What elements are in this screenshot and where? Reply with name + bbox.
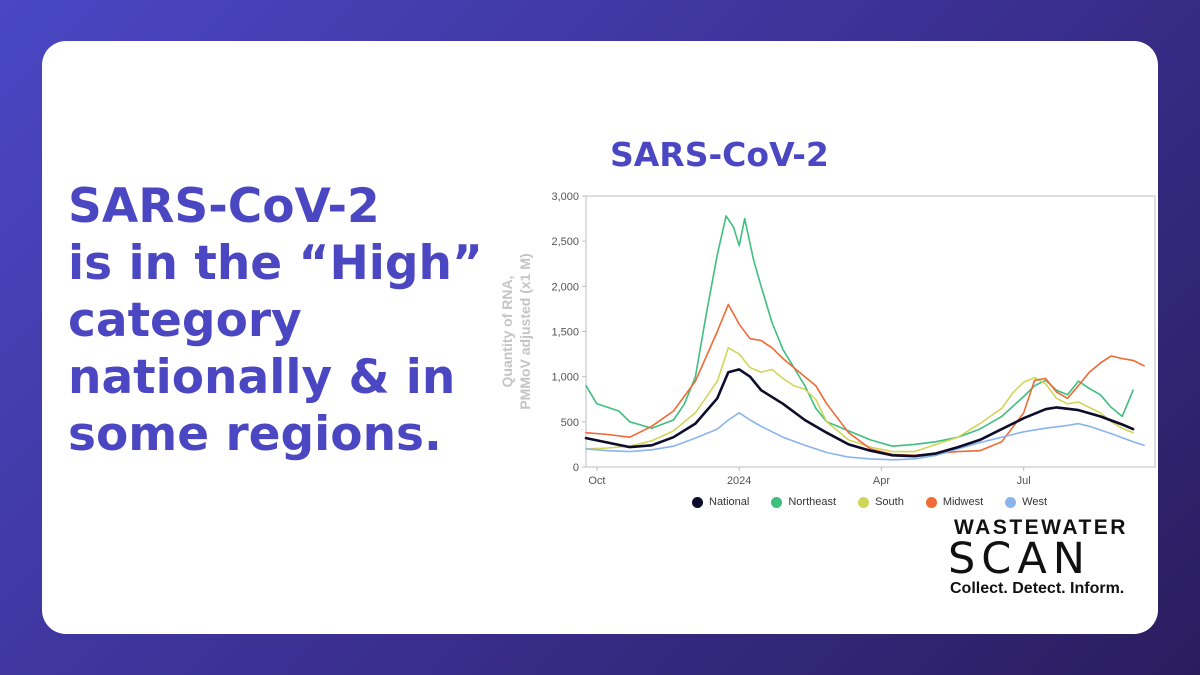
x-tick-label: Oct bbox=[588, 475, 605, 486]
series-line-west bbox=[585, 412, 1145, 461]
x-tick-label: Jul bbox=[1017, 475, 1031, 486]
series-line-south bbox=[585, 347, 1134, 453]
logo-tagline: Collect. Detect. Inform. bbox=[950, 580, 1125, 597]
series-line-national bbox=[584, 368, 1135, 458]
axes: 0 500 1,000 1,500 2,000 2,500 3,000 Oct 2024 Apr J… bbox=[499, 191, 1156, 486]
y-tick-label: 2,000 bbox=[551, 281, 579, 293]
headline: SARS-CoV-2 is in the “High” category nat… bbox=[68, 178, 488, 463]
legend-item-west: West bbox=[1005, 496, 1047, 508]
legend-item-midwest: Midwest bbox=[925, 496, 984, 508]
headline-line: nationally & in bbox=[68, 350, 456, 405]
chart-title: SARS-CoV-2 bbox=[610, 135, 829, 174]
legend-label: Midwest bbox=[942, 496, 984, 508]
y-tick-label: 2,500 bbox=[551, 236, 579, 248]
legend-item-northeast: Northeast bbox=[771, 496, 836, 508]
x-tick-label: Apr bbox=[873, 475, 890, 486]
headline-line: SARS-CoV-2 bbox=[68, 179, 380, 234]
legend-swatch bbox=[771, 496, 783, 508]
headline-line: some regions. bbox=[68, 407, 442, 462]
chart-legend: National Northeast South Midwest West bbox=[692, 496, 1047, 508]
y-tick-label: 1,500 bbox=[551, 327, 579, 339]
legend-swatch bbox=[1005, 496, 1017, 508]
wastewater-scan-logo: WASTEWATER SCAN Collect. Detect. Inform. bbox=[948, 517, 1138, 599]
logo-line-2: SCAN bbox=[948, 534, 1091, 584]
x-tick-label: 2024 bbox=[727, 475, 751, 486]
y-tick-label: 3,000 bbox=[551, 191, 579, 203]
plot-frame bbox=[585, 195, 1156, 468]
headline-line: category bbox=[68, 293, 302, 348]
y-axis-label-line: PMMoV adjusted (x1 M) bbox=[517, 253, 533, 409]
content-card bbox=[42, 41, 1158, 634]
legend-label: South bbox=[875, 496, 904, 508]
y-tick-label: 0 bbox=[573, 462, 579, 474]
legend-item-national: National bbox=[692, 496, 749, 508]
legend-item-south: South bbox=[858, 496, 904, 508]
logo-line-1: WASTEWATER bbox=[954, 516, 1128, 539]
y-axis-label-line: Quantity of RNA, bbox=[499, 276, 515, 388]
legend-label: Northeast bbox=[788, 496, 837, 508]
headline-line: is in the “High” bbox=[68, 236, 483, 291]
y-tick-label: 500 bbox=[561, 417, 579, 429]
legend-swatch bbox=[925, 496, 937, 508]
series-line-midwest bbox=[585, 303, 1145, 457]
series-lines bbox=[584, 215, 1145, 461]
y-tick-label: 1,000 bbox=[551, 372, 579, 384]
y-axis-label: Quantity of RNA, PMMoV adjusted (x1 M) bbox=[499, 253, 533, 409]
line-chart: 0 500 1,000 1,500 2,000 2,500 3,000 Oct 2024 Apr J… bbox=[499, 191, 1156, 486]
legend-swatch bbox=[692, 496, 703, 508]
legend-swatch bbox=[858, 496, 870, 508]
series-line-northeast bbox=[585, 215, 1134, 447]
legend-label: National bbox=[709, 496, 750, 508]
legend-label: West bbox=[1022, 496, 1048, 508]
